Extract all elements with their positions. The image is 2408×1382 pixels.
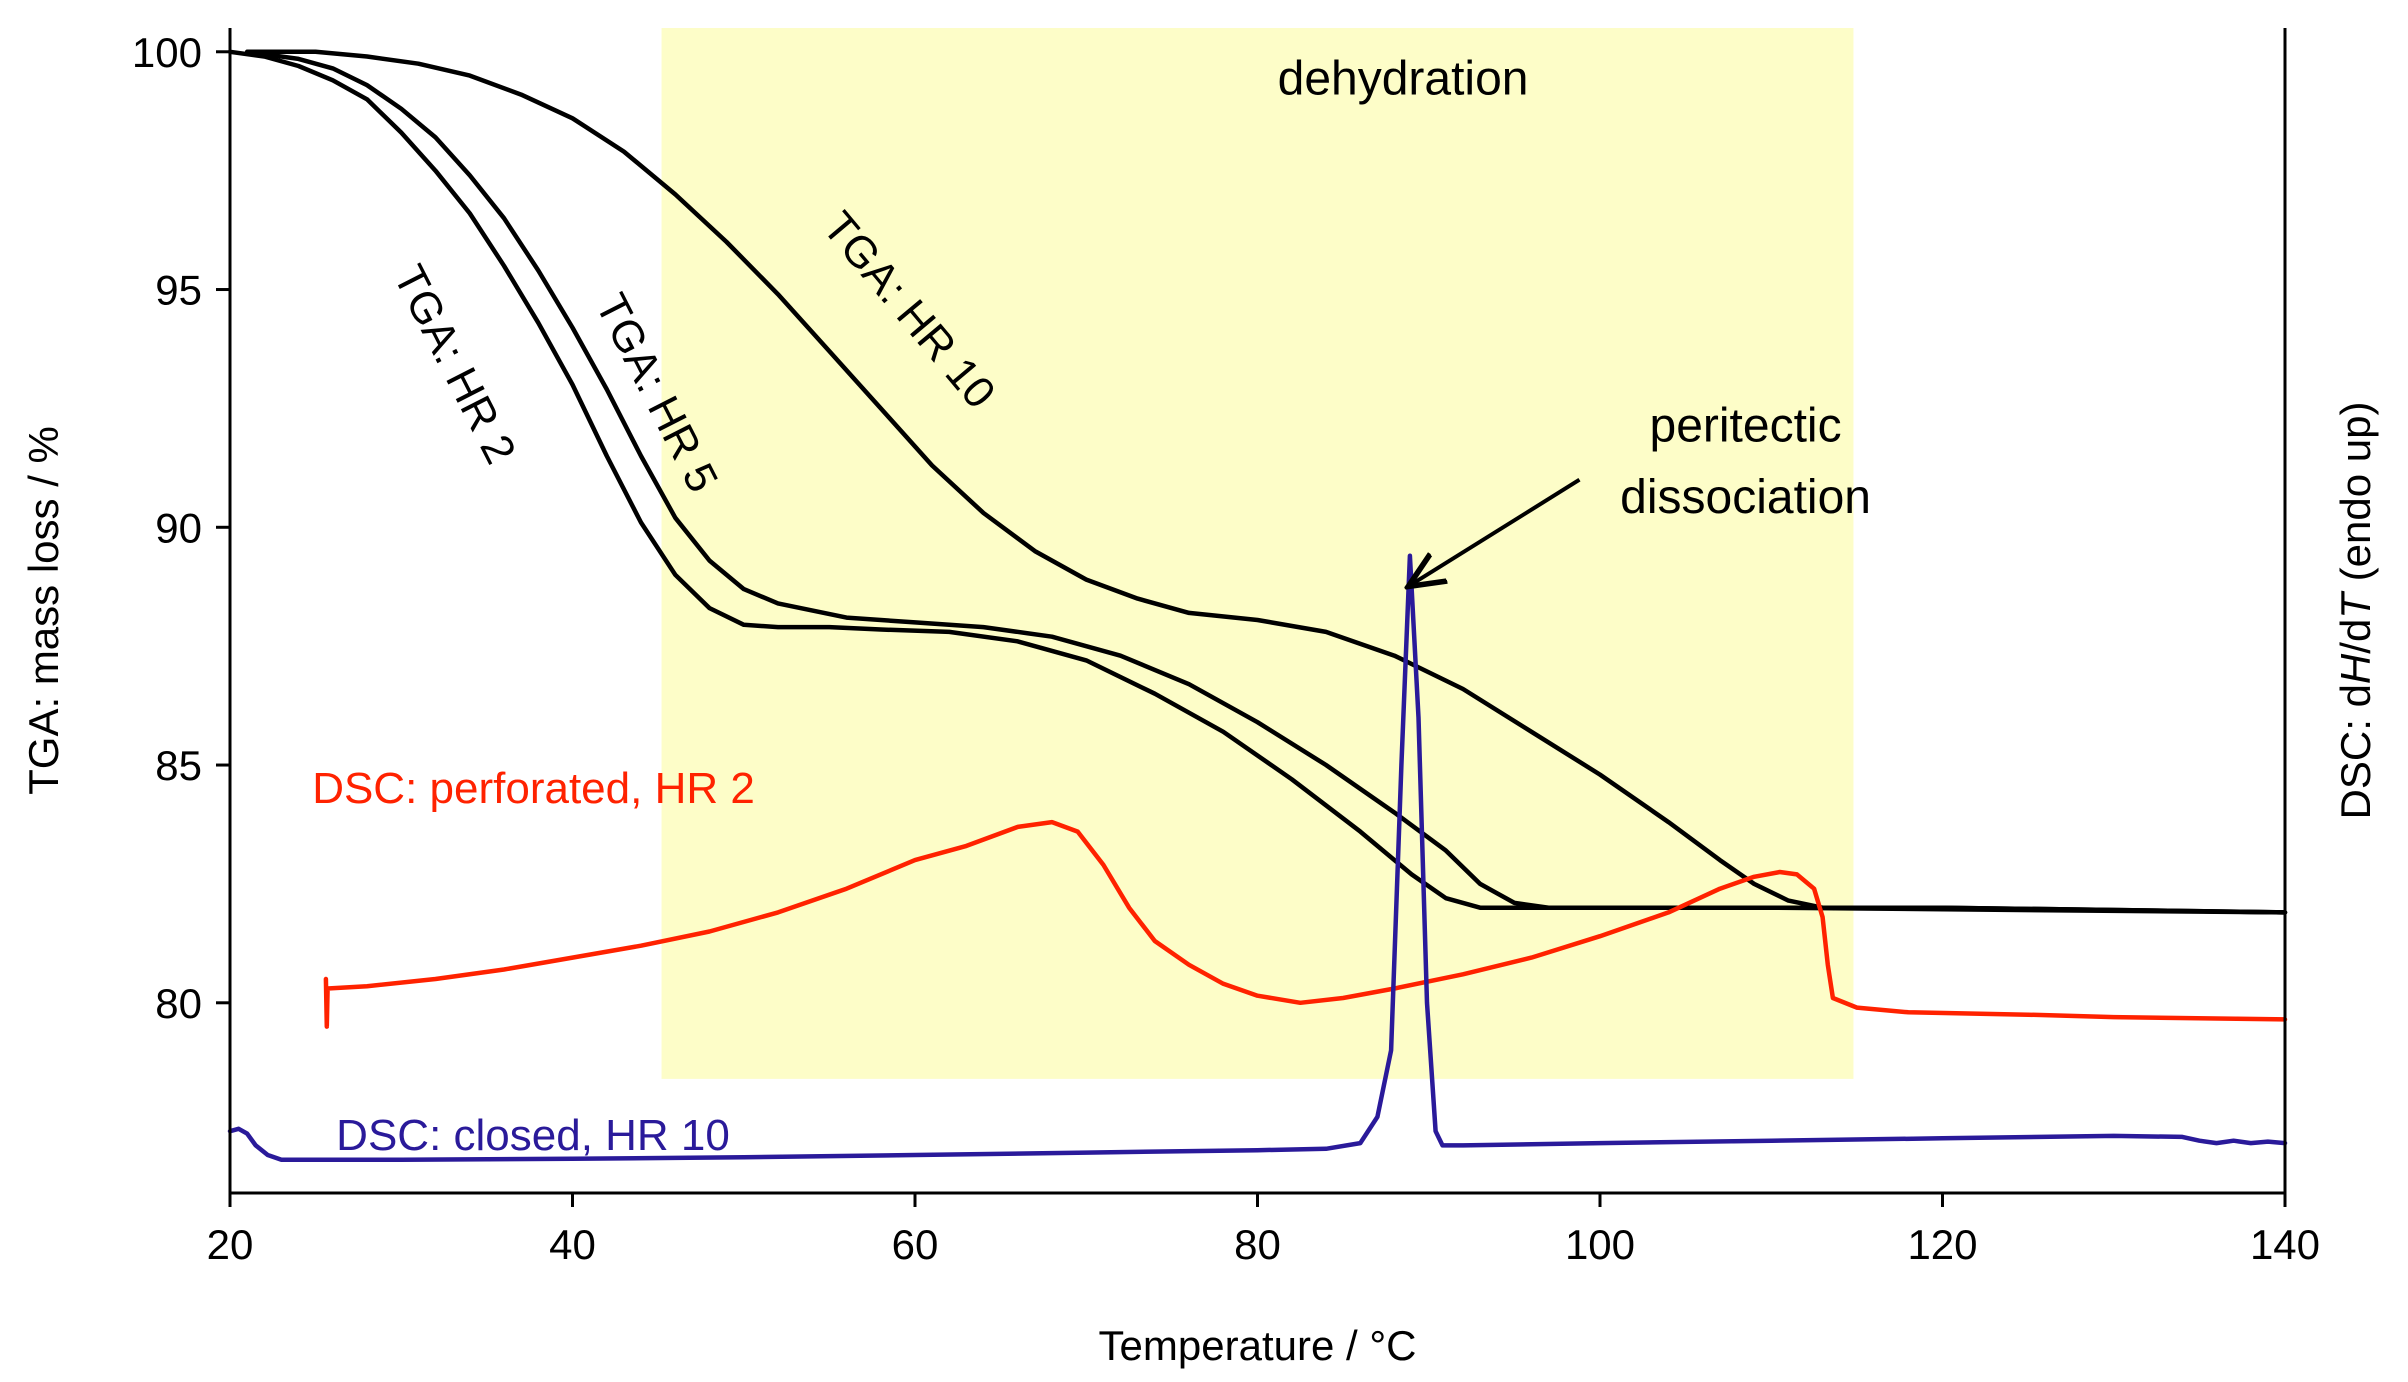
x-tick-label: 140	[2250, 1221, 2320, 1268]
peritectic-arrow	[1412, 478, 1581, 585]
series-label-dsc-perforated-hr-2: DSC: perforated, HR 2	[312, 764, 755, 813]
peritectic-label: peritectic	[1650, 400, 1842, 453]
dehydration-region	[661, 28, 1854, 1079]
x-tick-label: 20	[207, 1221, 254, 1268]
x-tick-label: 60	[892, 1221, 939, 1268]
series-line-dsc-closed-hr-10	[227, 553, 2288, 1162]
series-line-tga-hr-10	[244, 49, 2288, 915]
y-axis-title-right: DSC: dH/dT (endo up)	[2332, 402, 2379, 820]
series-label-dsc-closed-hr-10: DSC: closed, HR 10	[336, 1111, 730, 1160]
y-tick-label: 100	[132, 29, 202, 76]
series-line-dsc-perforated-hr-2	[323, 819, 2288, 1029]
y-tick-label: 85	[155, 742, 202, 789]
x-tick-label: 80	[1234, 1221, 1281, 1268]
x-tick-label: 100	[1565, 1221, 1635, 1268]
y-tick-label: 80	[155, 980, 202, 1027]
x-tick-label: 40	[549, 1221, 596, 1268]
dissociation-label: dissociation	[1620, 471, 1871, 524]
x-axis-title: Temperature / °C	[1099, 1322, 1417, 1369]
y-tick-label: 90	[155, 504, 202, 551]
y-tick-label: 95	[155, 267, 202, 314]
series-line-tga-hr-5	[262, 51, 2288, 915]
series-label-tga-hr-2: TGA: HR 2	[384, 258, 525, 472]
dehydration-label: dehydration	[1278, 53, 1529, 106]
x-tick-label: 120	[1907, 1221, 1977, 1268]
series-line-tga-hr-2	[227, 49, 2288, 915]
y-axis-title-left: TGA: mass loss / %	[20, 426, 67, 795]
